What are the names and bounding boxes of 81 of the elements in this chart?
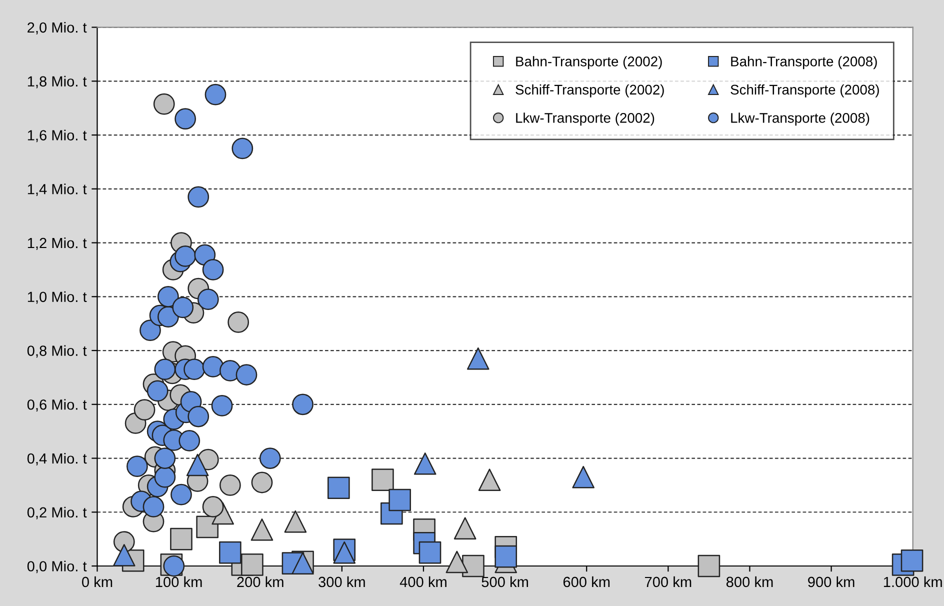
point xyxy=(112,544,136,566)
x-tick-label: 1.000 km xyxy=(884,576,942,588)
point xyxy=(134,399,156,420)
point xyxy=(174,108,196,130)
point xyxy=(172,296,194,318)
point xyxy=(126,456,148,478)
point xyxy=(170,484,192,506)
legend-label: Lkw-Transporte (2008) xyxy=(731,112,870,126)
point xyxy=(292,394,314,416)
point xyxy=(188,406,210,428)
point xyxy=(232,138,254,160)
y-tick-label: 0,8 Mio. t xyxy=(27,345,87,358)
y-tick-label: 0,4 Mio. t xyxy=(27,452,87,466)
legend-label: Schiff-Transporte (2002) xyxy=(516,84,664,98)
point xyxy=(202,259,224,280)
point xyxy=(572,466,594,488)
point xyxy=(154,358,176,380)
point xyxy=(154,448,176,469)
point xyxy=(454,517,476,540)
point xyxy=(698,554,720,578)
point xyxy=(188,186,210,208)
point xyxy=(174,246,196,267)
x-tick-label: 900 km xyxy=(808,576,854,588)
point xyxy=(900,549,924,572)
point xyxy=(228,312,250,333)
x-tick-label: 800 km xyxy=(726,576,773,588)
point xyxy=(197,288,219,310)
legend-label: Bahn-Transporte (2008) xyxy=(731,56,877,70)
point xyxy=(284,510,307,533)
y-tick-label: 1,2 Mio. t xyxy=(28,237,87,250)
y-tick-label: 1,4 Mio. t xyxy=(28,184,87,196)
point xyxy=(236,364,258,386)
point xyxy=(241,554,264,576)
x-tick-label: 100 km xyxy=(156,576,202,588)
point xyxy=(186,454,209,476)
y-tick-label: 0,6 Mio. t xyxy=(27,399,87,412)
legend-label: Lkw-Transporte (2002) xyxy=(516,112,654,126)
y-tick-label: 1,8 Mio. t xyxy=(28,76,87,88)
x-tick-label: 0 km xyxy=(82,576,112,588)
y-tick-label: 1,6 Mio. t xyxy=(28,130,87,142)
x-tick-label: 500 km xyxy=(482,576,528,588)
point xyxy=(202,496,224,518)
point xyxy=(372,468,394,491)
point xyxy=(259,448,281,469)
point xyxy=(211,395,233,416)
y-tick-label: 2,0 Mio. t xyxy=(28,22,87,34)
x-tick-label: 700 km xyxy=(645,576,692,588)
point xyxy=(140,320,161,341)
point xyxy=(154,466,176,488)
point xyxy=(146,380,168,402)
x-tick-label: 200 km xyxy=(237,576,284,588)
point xyxy=(388,488,411,512)
point xyxy=(494,545,518,568)
point xyxy=(153,93,175,115)
point xyxy=(462,554,484,578)
point xyxy=(327,476,350,500)
legend-label: Bahn-Transporte (2002) xyxy=(516,56,662,70)
point xyxy=(250,518,274,541)
point xyxy=(446,550,468,574)
point xyxy=(219,541,242,564)
point xyxy=(142,496,164,518)
point xyxy=(204,84,226,106)
y-tick-label: 0,0 Mio. t xyxy=(27,560,87,574)
point xyxy=(466,347,490,370)
point xyxy=(158,306,179,328)
y-tick-label: 1,0 Mio. t xyxy=(28,291,87,304)
point xyxy=(158,286,179,308)
x-tick-label: 400 km xyxy=(400,576,446,588)
point xyxy=(478,468,501,491)
point xyxy=(170,528,192,550)
x-tick-label: 300 km xyxy=(318,576,365,588)
legend-label: Schiff-Transporte (2008) xyxy=(730,84,879,98)
point xyxy=(178,430,200,452)
x-tick-label: 600 km xyxy=(563,576,610,588)
y-tick-label: 0,2 Mio. t xyxy=(27,506,87,520)
point xyxy=(251,472,273,494)
point xyxy=(418,541,442,564)
point xyxy=(202,356,224,378)
point xyxy=(414,452,436,475)
point xyxy=(184,358,205,380)
point xyxy=(219,474,241,496)
